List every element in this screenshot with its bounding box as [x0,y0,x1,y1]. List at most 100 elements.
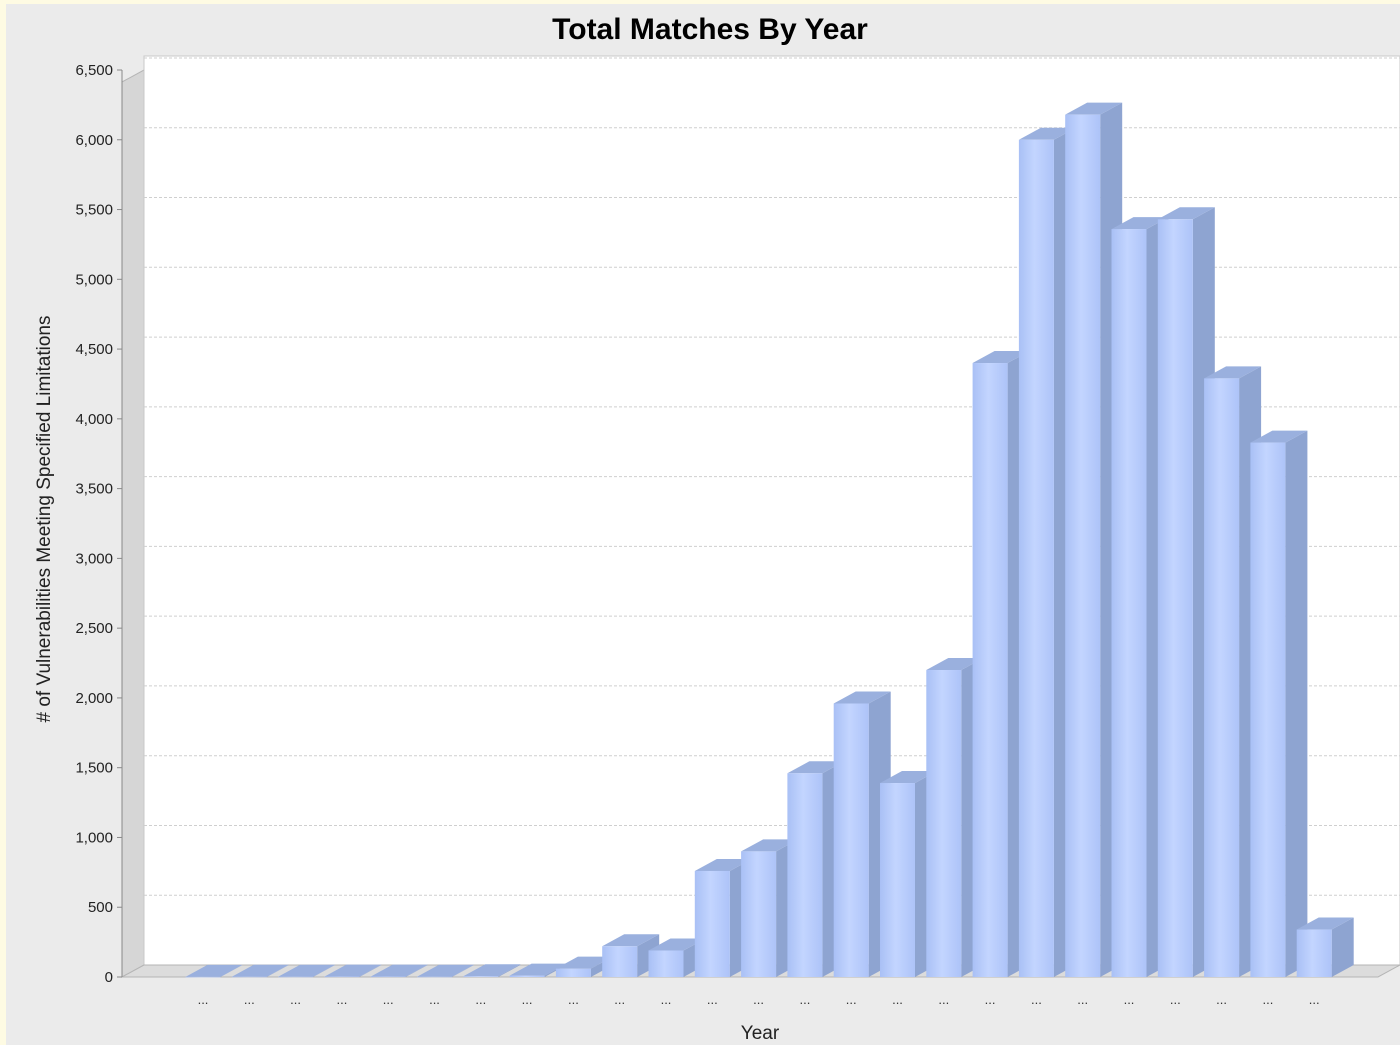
y-tick-label: 6,500 [75,62,113,79]
x-axis-label: Year [741,1023,780,1044]
x-tick-label: ... [707,992,718,1007]
bar-top [278,964,336,977]
bar [1296,917,1354,977]
x-tick-label: ... [753,992,764,1007]
bar-top [926,658,984,671]
bar-top [231,964,289,977]
bar-front [1065,114,1101,978]
x-tick-label: ... [892,992,903,1007]
y-tick-label: 500 [88,899,113,916]
bar [463,964,521,977]
bar-front [463,976,499,977]
bar-front [648,950,684,977]
bar-side [405,964,428,977]
x-tick-label: ... [198,992,209,1007]
bar-top [1065,102,1123,115]
y-tick-label: 4,500 [75,341,113,358]
bar-front [185,976,221,978]
bar-side [452,964,474,977]
x-tick-label: ... [383,992,394,1007]
x-tick-label: ... [1216,992,1227,1007]
x-tick-label: ... [522,992,533,1007]
x-tick-label: ... [1262,992,1273,1007]
bar-side [359,964,382,977]
bar-top [1250,430,1308,443]
bar-top [787,761,845,774]
y-axis-label: # of Vulnerabilities Meeting Specified L… [34,316,55,723]
bar-top [602,934,660,947]
x-tick-label: ... [1170,992,1181,1007]
bar-front [1296,929,1332,977]
bar-front [833,703,869,977]
bar-side [266,964,289,977]
bar-front [1018,139,1054,977]
x-tick-label: ... [1124,992,1135,1007]
y-tick-label: 3,000 [75,550,113,567]
chart-title: Total Matches By Year [552,13,868,46]
x-tick-label: ... [1031,992,1042,1007]
bar-top [1296,917,1354,930]
x-tick-label: ... [290,992,301,1007]
bar-front [602,946,638,977]
bar [1250,430,1308,977]
bar-front [694,870,730,977]
bar-top [370,964,428,977]
bar-side [1331,917,1354,977]
y-tick-label: 2,500 [75,620,113,637]
x-axis: ........................................… [198,992,1320,1007]
bar-front [231,976,267,978]
bar-side [498,964,521,977]
y-tick-label: 4,000 [75,411,113,428]
bar-front [880,783,915,977]
x-tick-label: ... [846,992,857,1007]
bar [694,858,752,977]
y-axis: 0 500 1,000 1,500 2,000 2,500 3,000 3,500 4,000 4… [75,62,123,986]
bar-top [509,963,567,976]
y-tick-label: 1,500 [75,760,113,777]
x-tick-label: ... [244,992,255,1007]
bar-side [1285,430,1308,977]
y-tick-label: 5,000 [75,271,113,288]
bar [417,964,474,978]
bar-top [880,771,937,784]
bar [880,771,937,977]
bar-front [509,975,545,977]
bar-front [324,976,360,978]
bar [185,964,243,978]
x-tick-label: ... [475,992,486,1007]
bar [278,964,336,978]
bar-side [313,964,336,977]
bar-top [463,964,521,977]
bar-top [972,351,1030,364]
x-tick-label: ... [938,992,949,1007]
bar-top [1204,366,1262,379]
x-tick-label: ... [429,992,440,1007]
plot-side-wall [121,69,145,978]
bar-chart: Total Matches By Year 0 500 1,000 1,500 2,00… [34,13,1400,1044]
x-tick-label: ... [568,992,579,1007]
bars [185,102,1354,978]
bar-top [833,691,891,704]
bar-top [741,839,799,852]
bar-top [648,938,706,951]
bar-front [787,773,823,977]
bar-front [926,670,962,977]
y-tick-label: 5,500 [75,202,113,219]
x-tick-label: ... [799,992,810,1007]
x-tick-label: ... [336,992,347,1007]
bar-front [1250,442,1286,977]
bar [231,964,289,978]
y-tick-label: 1,000 [75,829,113,846]
bar-top [417,964,474,977]
bar-side [220,964,243,977]
bar [370,964,428,978]
bar [787,761,845,977]
bar-front [1111,229,1147,977]
bar-front [417,976,452,978]
x-tick-label: ... [985,992,996,1007]
bar-top [555,956,613,969]
bar [1111,217,1169,977]
x-tick-label: ... [1077,992,1088,1007]
bar-front [972,363,1008,977]
bar-top [324,964,382,977]
